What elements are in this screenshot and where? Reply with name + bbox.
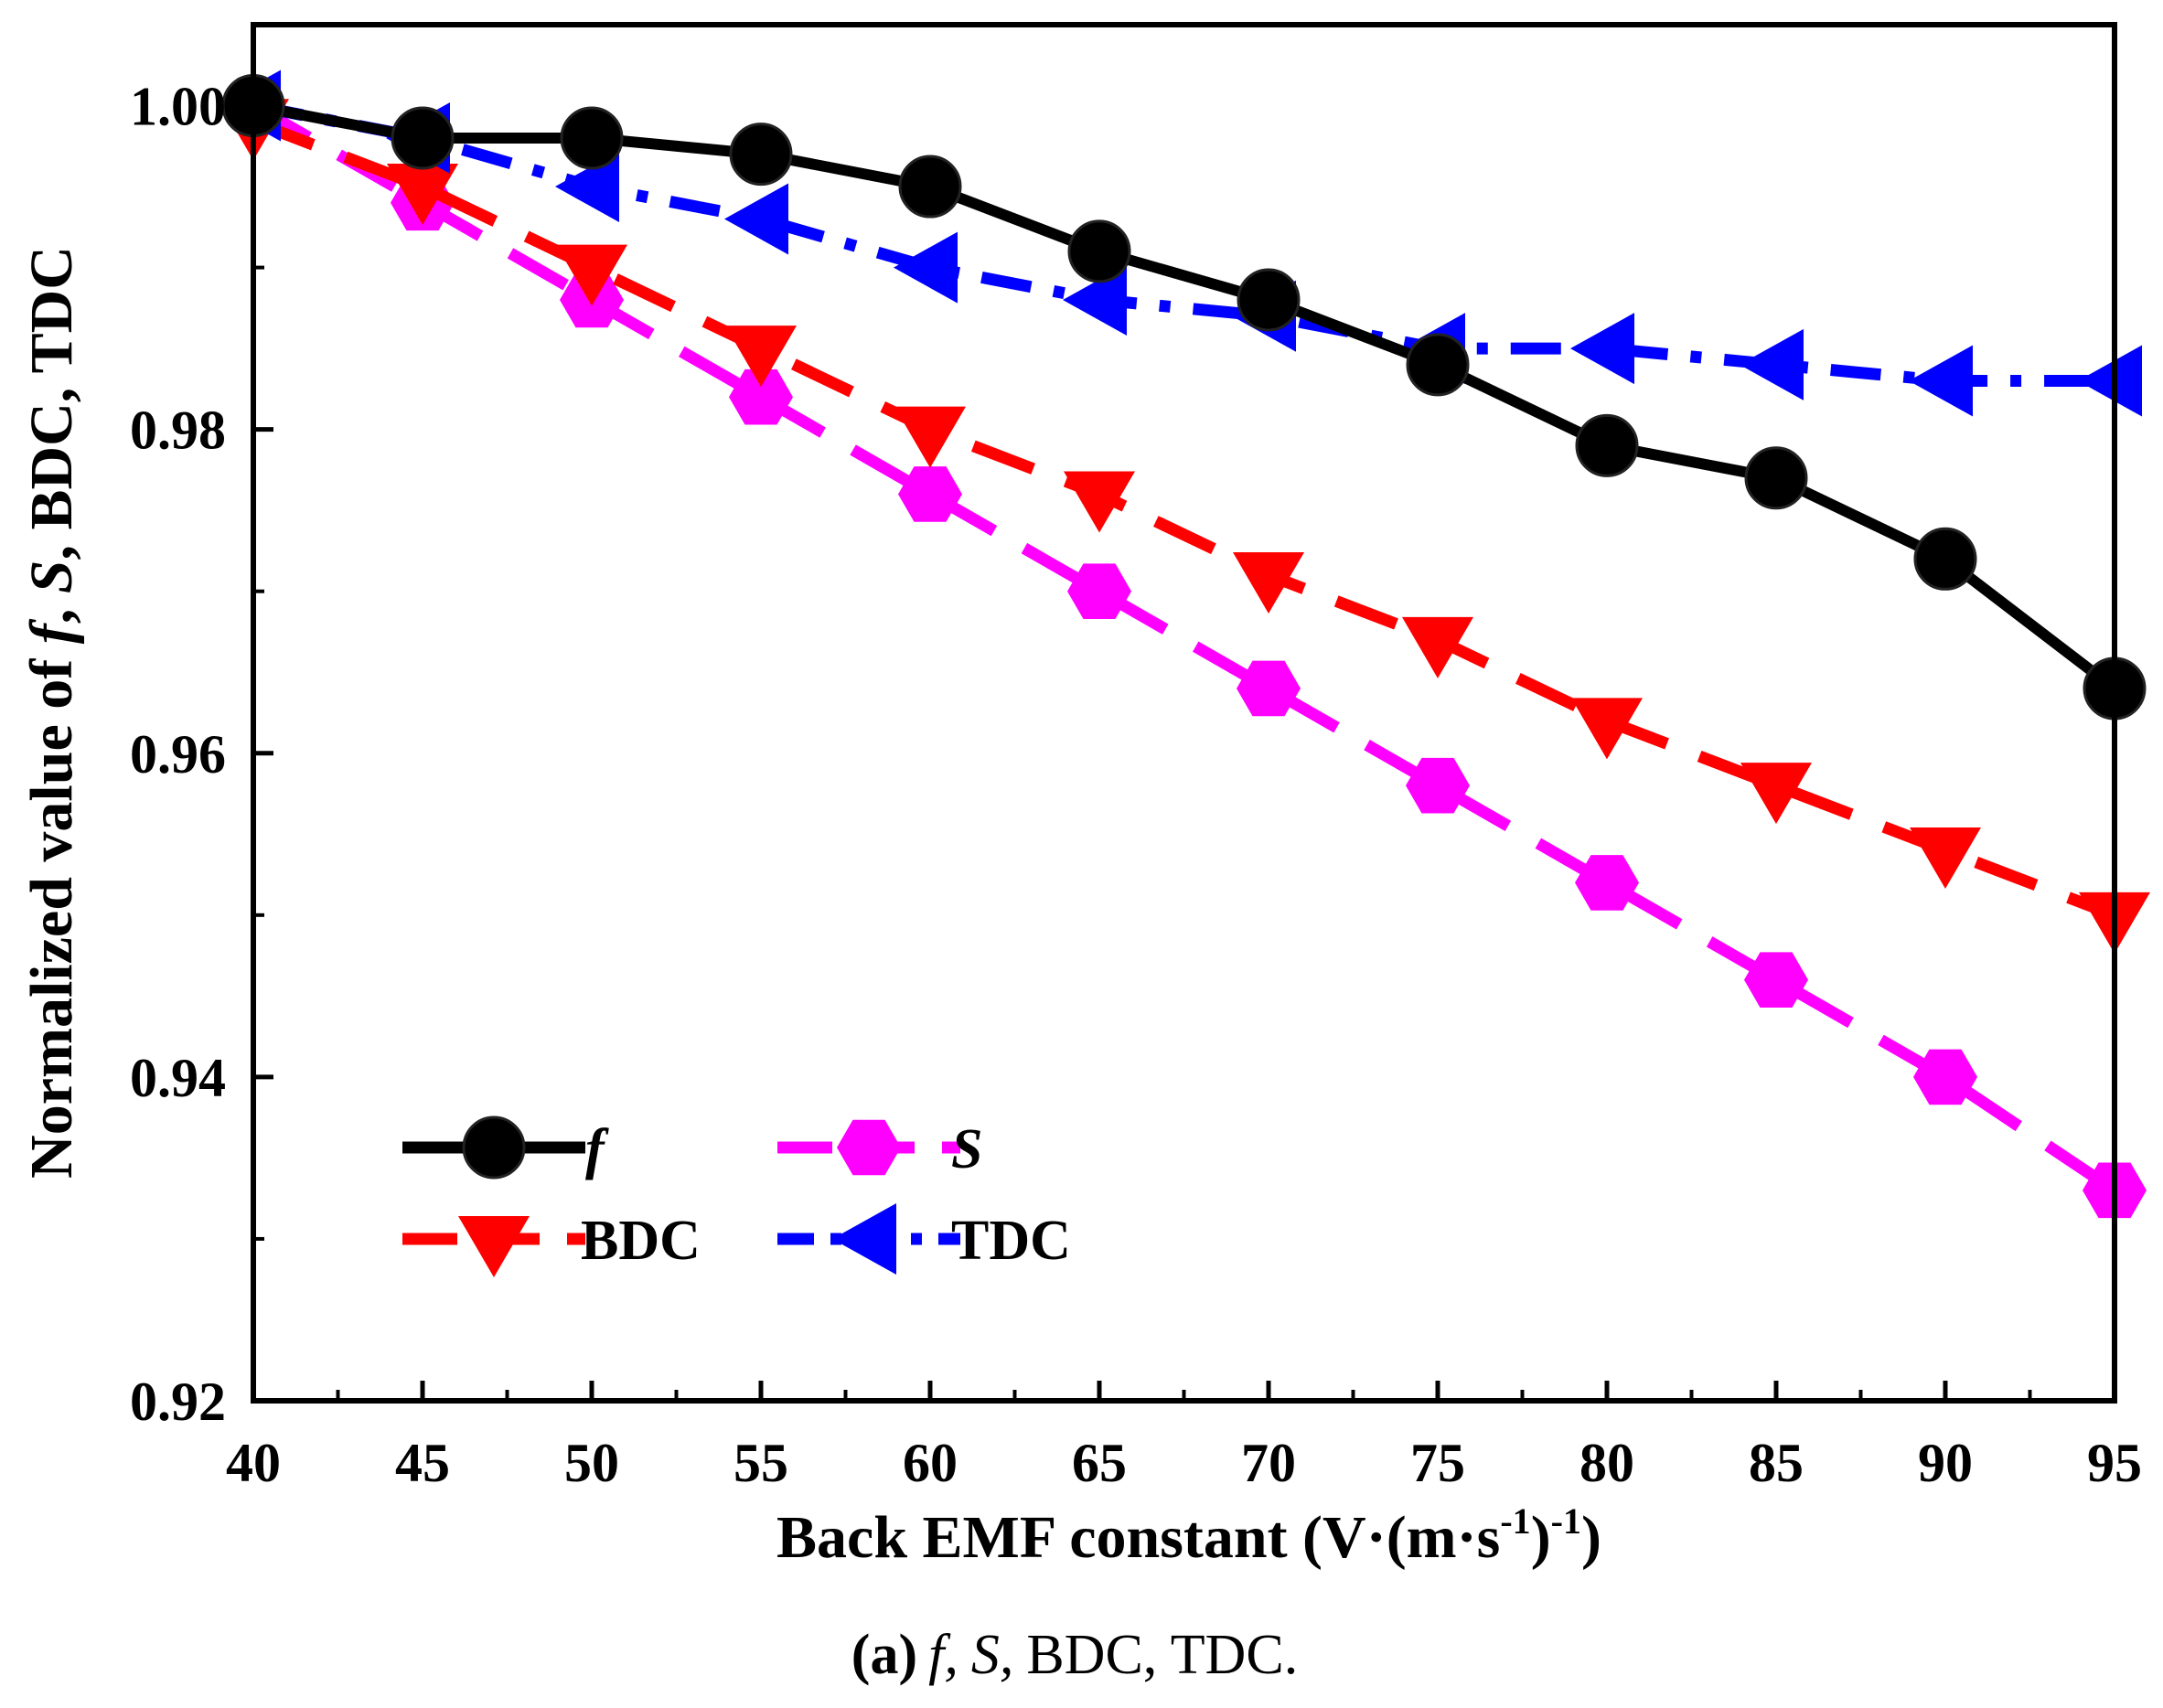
tdc-point: [724, 183, 788, 255]
legend-marker-f: [462, 1116, 526, 1180]
tdc-point: [2078, 345, 2142, 417]
x-axis-title-sup2: -1: [1551, 1500, 1581, 1542]
f-point: [391, 106, 455, 170]
y-axis-title: Normalized value of f, S, BDC, TDC: [18, 246, 85, 1179]
caption-s: S,: [971, 1624, 1014, 1686]
s-point: [1913, 1049, 1977, 1105]
legend-entry-tdc: TDC: [777, 1203, 1071, 1275]
s-point: [898, 466, 962, 522]
series-bdc: [218, 99, 2150, 954]
tdc-point: [1063, 264, 1127, 336]
s-point: [1406, 757, 1470, 814]
figure-caption: (a) f, S, BDC, TDC.: [851, 1624, 1298, 1686]
y-tick-label: 0.92: [130, 1372, 226, 1432]
y-tick-label: 0.96: [130, 724, 226, 785]
s-point: [1237, 660, 1301, 717]
bdc-point: [1064, 471, 1135, 533]
x-tick-label: 50: [564, 1433, 619, 1493]
series-f: [221, 74, 2147, 721]
bdc-point: [894, 406, 966, 468]
f-point: [1406, 333, 1470, 397]
f-point: [560, 106, 624, 170]
x-tick-label: 70: [1241, 1433, 1296, 1493]
f-point: [1067, 219, 1131, 283]
axis-layer: 40 45 50 55 60 65 70 75 80 85 90 95 0.92 0.94 0.96 0.98…: [130, 77, 2142, 1493]
y-axis-title-mid: ,: [18, 593, 85, 624]
s-point: [1067, 563, 1131, 620]
bdc-point: [1402, 616, 1473, 678]
x-tick-label: 95: [2087, 1433, 2142, 1493]
legend-marker-s: [837, 1119, 901, 1176]
tdc-series-line: [252, 100, 2115, 388]
legend: f S BDC TDC: [402, 1116, 1071, 1277]
x-axis-title-sup1: -1: [1500, 1500, 1530, 1542]
bdc-point: [1910, 827, 1981, 889]
x-tick-label: 80: [1579, 1433, 1634, 1493]
x-axis-title-mid: ): [1531, 1504, 1551, 1571]
x-tick-label: 60: [903, 1433, 958, 1493]
tdc-point: [555, 151, 619, 223]
bdc-point: [1571, 698, 1643, 760]
caption-label: (a): [851, 1624, 917, 1686]
x-tick-label: 40: [226, 1433, 281, 1493]
f-point: [1744, 446, 1808, 510]
legend-entry-bdc: BDC: [402, 1210, 701, 1277]
y-axis-title-s: S: [18, 560, 85, 594]
bdc-point: [725, 326, 797, 388]
x-tick-label: 75: [1410, 1433, 1465, 1493]
tdc-point: [1740, 328, 1804, 400]
legend-label-tdc: TDC: [951, 1210, 1071, 1272]
legend-label-f: f: [585, 1118, 609, 1180]
x-axis-title: Back EMF constant (V·(m·s-1)-1): [776, 1500, 1601, 1571]
bdc-point: [556, 244, 627, 306]
tdc-point: [1570, 313, 1634, 385]
f-point: [1575, 413, 1639, 477]
tdc-point: [1909, 345, 1973, 417]
f-series-line: [252, 100, 2118, 693]
f-point: [1913, 527, 1977, 591]
legend-label-bdc: BDC: [581, 1210, 701, 1272]
series-s: [221, 78, 2147, 1219]
x-tick-label: 55: [733, 1433, 788, 1493]
bdc-point: [1740, 763, 1812, 825]
s-point: [729, 368, 793, 425]
x-tick-label: 45: [395, 1433, 450, 1493]
legend-entry-s: S: [777, 1118, 982, 1180]
y-axis-title-post: , BDC, TDC: [18, 246, 85, 560]
x-tick-label: 65: [1072, 1433, 1127, 1493]
series-layer: [217, 69, 2150, 1219]
series-tdc: [217, 69, 2142, 417]
tdc-point: [894, 231, 958, 304]
bdc-point: [1233, 552, 1304, 614]
y-axis-title-pre: Normalized value of: [18, 644, 85, 1179]
bdc-series-line: [251, 116, 2117, 921]
x-tick-label: 90: [1918, 1433, 1973, 1493]
legend-label-s: S: [951, 1118, 982, 1180]
legend-marker-tdc: [832, 1203, 896, 1275]
legend-marker-bdc: [458, 1216, 530, 1277]
y-tick-label: 1.00: [130, 77, 226, 137]
caption-f: f,: [928, 1624, 958, 1686]
f-point: [898, 155, 962, 219]
x-axis-title-end: ): [1581, 1504, 1601, 1571]
s-point: [1744, 952, 1808, 1008]
x-tick-label: 85: [1749, 1433, 1804, 1493]
plot-frame: [251, 22, 2117, 1404]
f-point: [729, 123, 793, 187]
caption-rest: BDC, TDC.: [1026, 1624, 1298, 1686]
y-tick-label: 0.94: [130, 1048, 226, 1108]
s-series-line: [250, 100, 2118, 1196]
legend-entry-f: f: [402, 1116, 609, 1180]
x-axis-title-main: Back EMF constant (V·(m·s: [776, 1504, 1500, 1571]
f-point: [1237, 268, 1301, 332]
bdc-point: [387, 164, 458, 226]
s-point: [1575, 855, 1639, 911]
y-tick-label: 0.98: [130, 400, 226, 461]
